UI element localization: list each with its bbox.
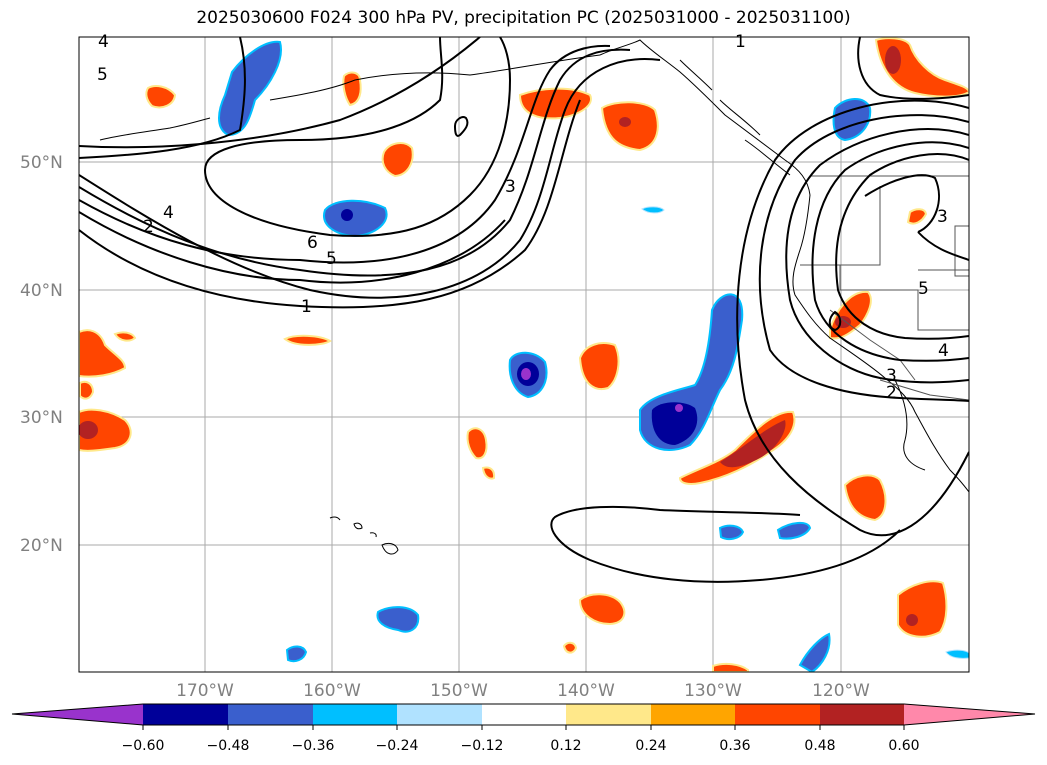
colorbar-tick-label: −0.48 <box>207 738 250 754</box>
lon-tick-label: 170°W <box>176 681 234 701</box>
colorbar-swatch <box>566 704 651 725</box>
contour-label: 5 <box>326 249 337 269</box>
contour-label: 4 <box>163 203 174 223</box>
lat-tick-label: 40°N <box>20 281 63 301</box>
colorbar-tick-label: 0.36 <box>719 738 750 754</box>
lat-tick-labels: 50°N 40°N 30°N 20°N <box>20 153 63 556</box>
colorbar-extend-low <box>12 704 143 725</box>
colorbar-swatch <box>397 704 482 725</box>
colorbar-tick-label: −0.24 <box>376 738 419 754</box>
colorbar-swatch <box>820 704 904 725</box>
colorbar-swatch <box>313 704 397 725</box>
precip-positive-areas <box>79 37 969 672</box>
lon-tick-label: 150°W <box>430 681 488 701</box>
contour-label: 5 <box>918 279 929 299</box>
contour-label: 3 <box>505 177 516 197</box>
lon-tick-label: 160°W <box>303 681 361 701</box>
precip-negative-areas <box>218 40 969 672</box>
coastlines <box>99 39 969 493</box>
lon-tick-label: 130°W <box>684 681 742 701</box>
colorbar-tick-label: −0.36 <box>292 738 335 754</box>
lon-tick-labels: 170°W 160°W 150°W 140°W 130°W 120°W <box>176 681 870 701</box>
lat-tick-label: 50°N <box>20 153 63 173</box>
colorbar-tick-label: 0.60 <box>888 738 919 754</box>
colorbar-swatch <box>228 704 313 725</box>
colorbar-tick-label: 0.12 <box>550 738 581 754</box>
colorbar-tick-label: −0.60 <box>122 738 165 754</box>
map-frame <box>78 36 970 673</box>
colorbar-swatch <box>143 704 228 725</box>
colorbar-swatch <box>651 704 735 725</box>
contour-label: 6 <box>307 233 318 253</box>
contour-label: 2 <box>886 383 897 403</box>
contour-label: 2 <box>143 217 154 237</box>
pv-contours <box>79 37 969 583</box>
graticule <box>79 37 969 672</box>
pv-contour-labels: 4 5 1 6 5 4 2 1 3 3 5 4 3 2 <box>97 32 949 403</box>
contour-label: 1 <box>301 297 312 317</box>
contour-label: 4 <box>98 32 109 52</box>
contour-label: 1 <box>735 32 746 52</box>
contour-label: 5 <box>97 65 108 85</box>
contour-label: 3 <box>937 207 948 227</box>
lat-tick-label: 30°N <box>20 408 63 428</box>
hawaii-islands <box>329 516 399 555</box>
colorbar-extend-high <box>904 704 1035 725</box>
contour-label: 4 <box>938 341 949 361</box>
contour-label: 3 <box>886 366 897 386</box>
colorbar-swatch <box>735 704 820 725</box>
colorbar-tick-label: −0.12 <box>461 738 504 754</box>
colorbar-tick-label: 0.48 <box>804 738 835 754</box>
colorbar-tick-label: 0.24 <box>635 738 666 754</box>
colorbar: −0.60 −0.48 −0.36 −0.24 −0.12 0.12 0.24 … <box>11 703 1036 754</box>
map-title: 2025030600 F024 300 hPa PV, precipitatio… <box>196 8 851 28</box>
lon-tick-label: 120°W <box>812 681 870 701</box>
lon-tick-label: 140°W <box>557 681 615 701</box>
colorbar-swatch <box>482 704 566 725</box>
lat-tick-label: 20°N <box>20 536 63 556</box>
political-borders <box>800 175 969 401</box>
